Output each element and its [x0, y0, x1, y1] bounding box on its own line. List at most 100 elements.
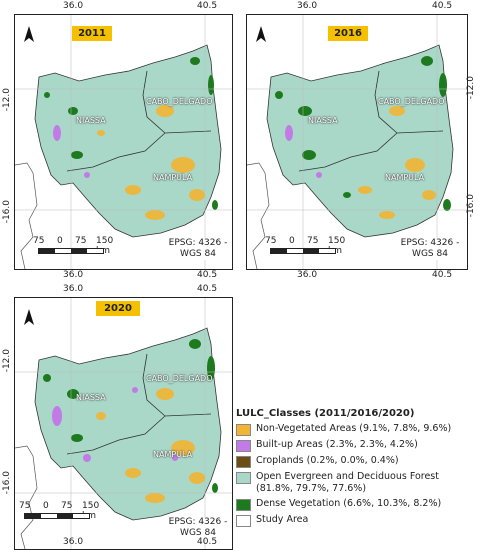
dense-vegetation-patches	[43, 339, 218, 493]
epsg-line-1: EPSG: 4326 -	[400, 238, 460, 248]
province-boundary	[142, 353, 212, 417]
non-vegetated-patches	[358, 106, 436, 219]
lat-label-north: -12.0	[2, 349, 12, 373]
scale-label: 75	[61, 501, 73, 511]
region-label-nampula: NAMPULA	[153, 450, 193, 459]
map-frame	[14, 14, 233, 270]
legend-label: Built-up Areas (2.3%, 2.3%, 4.2%)	[256, 439, 418, 450]
legend-title: LULC_Classes (2011/2016/2020)	[236, 408, 415, 419]
year-label: 2016	[328, 26, 368, 41]
region-label-nampula: NAMPULA	[385, 173, 425, 182]
legend-swatch	[236, 424, 251, 436]
lat-label-south: -16.0	[466, 194, 476, 218]
scale-label: 0	[43, 501, 49, 511]
legend-swatch	[236, 440, 251, 452]
legend-label: Non-Vegetated Areas (9.1%, 7.8%, 9.6%)	[256, 423, 452, 434]
lat-label-south: -16.0	[2, 200, 12, 224]
legend-swatch	[236, 472, 251, 484]
lon-top-east: 40.5	[197, 1, 218, 11]
non-vegetated-patches	[97, 105, 205, 220]
legend-item: Built-up Areas (2.3%, 2.3%, 4.2%)	[236, 439, 476, 452]
country-outline	[15, 162, 38, 269]
legend-swatch	[236, 499, 251, 511]
legend-items: Non-Vegetated Areas (9.1%, 7.8%, 9.6%) Bu…	[236, 423, 476, 527]
epsg-line-1: EPSG: 4326 -	[168, 238, 228, 248]
epsg-label: EPSG: 4326 - WGS 84	[168, 238, 228, 260]
legend-label: Dense Vegetation (6.6%, 10.3%, 8.2%)	[256, 498, 442, 509]
legend-label: Croplands (0.2%, 0.0%, 0.4%)	[256, 455, 399, 466]
epsg-line-2: WGS 84	[180, 528, 216, 538]
province-boundary	[66, 415, 166, 455]
epsg-line-1: EPSG: 4326 -	[168, 517, 228, 527]
map-frame	[246, 14, 468, 270]
region-label-cabo-delgado: CABO_DELGADO	[146, 97, 213, 106]
scale-bar	[270, 248, 336, 254]
scale-label: 75	[265, 236, 277, 246]
legend-label: Open Evergreen and Deciduous Forest (81.…	[256, 471, 439, 494]
lon-bottom-west: 36.0	[297, 270, 318, 280]
legend-swatch	[236, 456, 251, 468]
lon-top-east: 40.5	[432, 1, 453, 11]
study-area-region	[266, 44, 454, 238]
scale-label: 0	[57, 236, 63, 246]
north-arrow-icon	[24, 26, 34, 46]
year-label: 2011	[72, 26, 112, 41]
legend-item: Open Evergreen and Deciduous Forest (81.…	[236, 471, 476, 495]
year-label: 2020	[96, 301, 140, 316]
dense-vegetation-patches	[44, 57, 218, 210]
lon-bottom-west: 36.0	[63, 537, 84, 547]
legend-label: Study Area	[256, 514, 309, 525]
region-label-cabo-delgado: CABO_DELGADO	[146, 374, 213, 383]
map-frame	[14, 297, 233, 550]
north-arrow-icon	[24, 309, 34, 329]
province-boundary	[66, 132, 166, 172]
country-outline	[15, 445, 38, 549]
dense-vegetation-patches	[275, 56, 451, 211]
region-label-niassa: NIASSA	[308, 116, 338, 125]
epsg-label: EPSG: 4326 - WGS 84	[400, 238, 460, 260]
lon-bottom-west: 36.0	[63, 270, 84, 280]
lon-bottom-east: 40.5	[197, 270, 218, 280]
built-up-patches	[53, 125, 90, 178]
region-label-niassa: NIASSA	[76, 116, 106, 125]
lon-bottom-east: 40.5	[197, 537, 218, 547]
scale-bar	[38, 248, 104, 254]
scale-label: 0	[289, 236, 295, 246]
map-svg	[15, 15, 232, 269]
lon-top-west: 36.0	[63, 284, 84, 294]
built-up-patches	[285, 125, 322, 178]
region-label-cabo-delgado: CABO_DELGADO	[378, 97, 445, 106]
legend-swatch	[236, 515, 251, 527]
lon-top-west: 36.0	[63, 1, 84, 11]
study-area-region	[34, 44, 222, 238]
legend: LULC_Classes (2011/2016/2020) Non-Vegeta…	[236, 408, 476, 530]
legend-item: Dense Vegetation (6.6%, 10.3%, 8.2%)	[236, 498, 476, 511]
lat-label-north: -12.0	[2, 88, 12, 112]
legend-item: Non-Vegetated Areas (9.1%, 7.8%, 9.6%)	[236, 423, 476, 436]
scale-bar	[24, 513, 90, 519]
map-svg	[247, 15, 467, 269]
built-up-patches	[52, 387, 178, 462]
region-label-niassa: NIASSA	[76, 393, 106, 402]
province-boundary	[142, 70, 212, 134]
lat-label-north: -12.0	[466, 76, 476, 100]
legend-item: Study Area	[236, 514, 476, 527]
scale-label: 75	[33, 236, 45, 246]
scale-label: 75	[307, 236, 319, 246]
scale-label: 75	[19, 501, 31, 511]
legend-item: Croplands (0.2%, 0.0%, 0.4%)	[236, 455, 476, 468]
epsg-line-2: WGS 84	[412, 249, 448, 259]
north-arrow-icon	[256, 26, 266, 46]
epsg-line-2: WGS 84	[180, 249, 216, 259]
region-label-nampula: NAMPULA	[153, 173, 193, 182]
country-outline	[247, 162, 270, 269]
lat-label-south: -16.0	[2, 471, 12, 495]
province-boundary	[298, 132, 398, 172]
lon-top-east: 40.5	[197, 284, 218, 294]
province-boundary	[374, 70, 444, 134]
lon-bottom-east: 40.5	[432, 270, 453, 280]
scale-label: 75	[75, 236, 87, 246]
epsg-label: EPSG: 4326 - WGS 84	[168, 517, 228, 539]
lon-top-west: 36.0	[297, 1, 318, 11]
non-vegetated-patches	[96, 388, 205, 503]
